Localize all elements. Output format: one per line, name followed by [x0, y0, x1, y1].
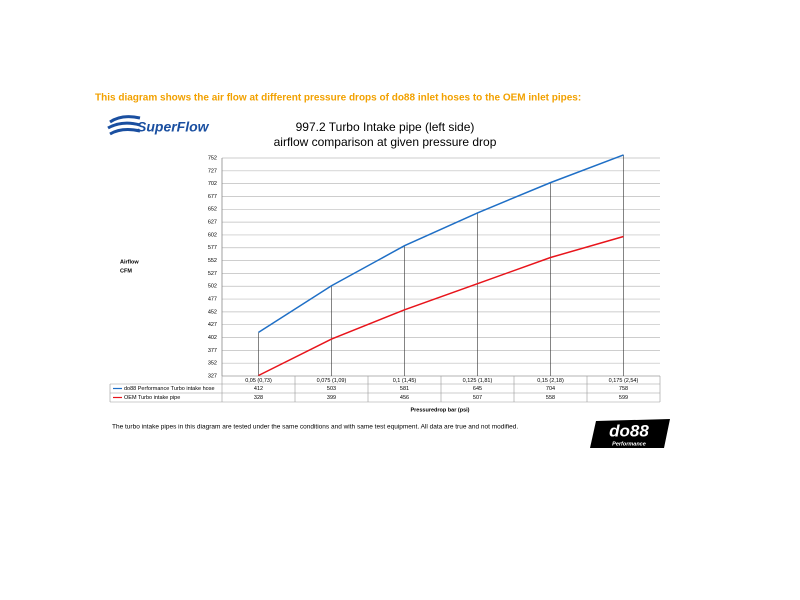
superflow-logo: SuperFlow — [107, 115, 210, 136]
table-value: 507 — [473, 395, 482, 401]
y-tick-label: 427 — [208, 322, 217, 328]
logo-text: do88 — [609, 421, 649, 440]
do88-logo: do88 Performance — [590, 419, 670, 448]
chart-title: 997.2 Turbo Intake pipe (left side) — [296, 120, 475, 134]
y-tick-label: 377 — [208, 348, 217, 354]
y-tick-label: 527 — [208, 271, 217, 277]
x-tick-label: 0,15 (2,18) — [537, 378, 564, 384]
y-tick-label: 752 — [208, 155, 217, 161]
logo-text: SuperFlow — [137, 119, 210, 135]
y-tick-label: 352 — [208, 361, 217, 367]
table-value: 412 — [254, 386, 263, 392]
series-line — [258, 154, 624, 334]
x-tick-label: 0,125 (1,81) — [463, 378, 493, 384]
y-tick-label: 677 — [208, 194, 217, 200]
table-value: 758 — [619, 386, 628, 392]
y-tick-label: 552 — [208, 258, 217, 264]
legend-label: OEM Turbo intake pipe — [124, 395, 180, 401]
footer-note: The turbo intake pipes in this diagram a… — [112, 424, 518, 431]
x-tick-label: 0,175 (2,54) — [609, 378, 639, 384]
chart-subtitle: airflow comparison at given pressure dro… — [274, 135, 497, 149]
y-tick-label: 627 — [208, 220, 217, 226]
y-tick-label: 577 — [208, 245, 217, 251]
x-tick-label: 0,05 (0,73) — [245, 378, 272, 384]
legend-label: do88 Performance Turbo intake hose — [124, 386, 215, 392]
table-value: 704 — [546, 386, 555, 392]
y-tick-label: 727 — [208, 168, 217, 174]
table-value: 399 — [327, 395, 336, 401]
table-value: 581 — [400, 386, 409, 392]
x-tick-label: 0,075 (1,09) — [317, 378, 347, 384]
y-tick-label: 327 — [208, 373, 217, 379]
table-value: 645 — [473, 386, 482, 392]
table-value: 599 — [619, 395, 628, 401]
y-tick-label: 602 — [208, 232, 217, 238]
page-heading: This diagram shows the air flow at diffe… — [95, 93, 581, 104]
logo-subtext: Performance — [612, 441, 646, 447]
series-line — [258, 235, 624, 377]
x-axis-label: Pressuredrop bar (psi) — [411, 407, 470, 413]
table-value: 456 — [400, 395, 409, 401]
logo-box — [590, 419, 670, 448]
y-tick-label: 502 — [208, 284, 217, 290]
table-value: 328 — [254, 395, 263, 401]
table-value: 503 — [327, 386, 336, 392]
logo-swoosh — [107, 115, 141, 136]
table-value: 558 — [546, 395, 555, 401]
y-axis-unit: CFM — [120, 268, 132, 274]
y-axis-label: Airflow — [120, 259, 139, 265]
y-tick-label: 702 — [208, 181, 217, 187]
y-tick-label: 477 — [208, 297, 217, 303]
y-tick-label: 452 — [208, 309, 217, 315]
y-tick-label: 402 — [208, 335, 217, 341]
y-tick-label: 652 — [208, 207, 217, 213]
x-tick-label: 0,1 (1,45) — [393, 378, 417, 384]
